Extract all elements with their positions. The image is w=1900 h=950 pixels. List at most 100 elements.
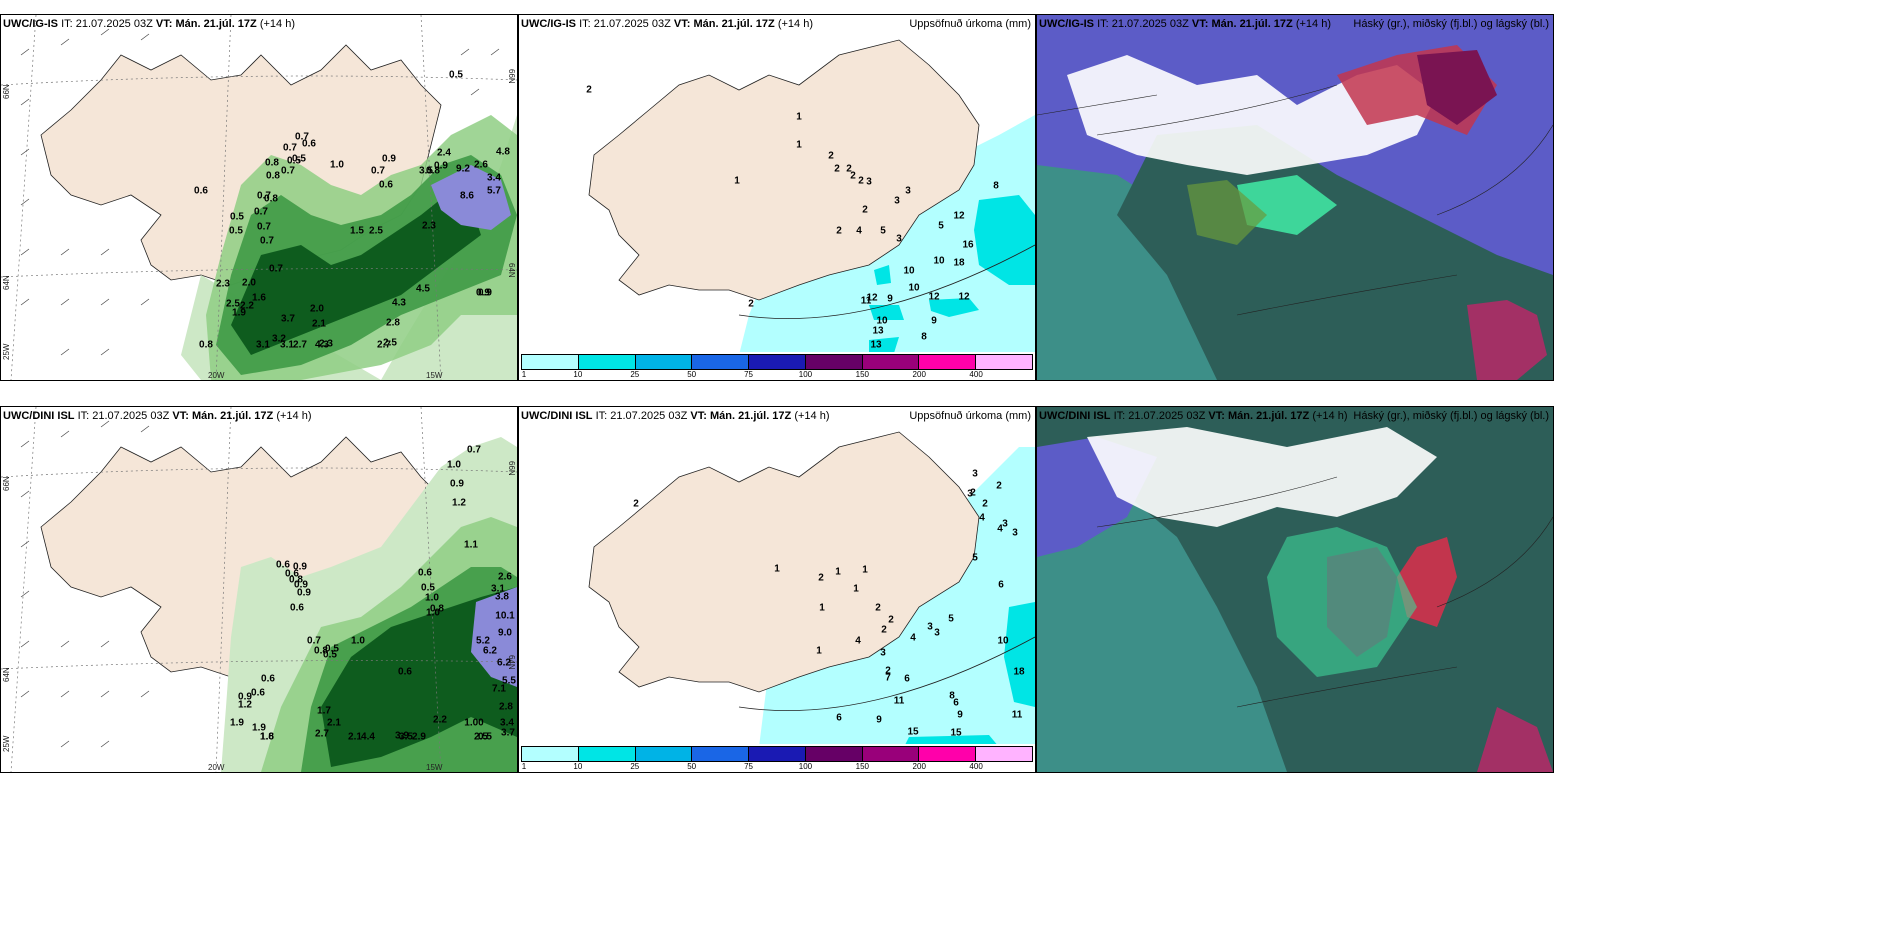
map-value-label: 2 [982, 498, 988, 510]
map-value-label: 0.8 [265, 157, 279, 169]
map-value-label: 2 [846, 163, 852, 175]
map-value-label: 0.7 [307, 635, 321, 647]
it-label: IT: [579, 18, 591, 30]
map-value-label: 3.9 [395, 730, 409, 742]
map-value-label: 3 [905, 185, 911, 197]
map-value-label: 0.7 [467, 444, 481, 456]
colorbar-cell [862, 355, 920, 369]
lon-label-20: 20W [208, 371, 225, 380]
colorbar-tick-label: 10 [573, 370, 583, 379]
map-value-label: 1.0 [330, 159, 344, 171]
map-value-label: 0.7 [295, 131, 309, 143]
map-value-label: 6 [953, 697, 959, 709]
map-value-label: 1.0 [426, 607, 440, 619]
map-value-label: 5.7 [487, 185, 501, 197]
map-value-label: 3.2 [272, 333, 286, 345]
map-value-label: 2.6 [498, 571, 512, 583]
map-value-label: 10 [876, 315, 888, 327]
it-value: 21.07.2025 03Z [92, 410, 170, 422]
map-value-label: 2.5 [226, 298, 240, 310]
map-value-label: 2 [818, 572, 824, 584]
map-value-label: 2.6 [474, 159, 488, 171]
colorbar-cell [692, 747, 750, 761]
map-value-label: 4 [997, 523, 1003, 535]
lon-label-15: 15W [426, 763, 443, 772]
map-value-label: 0.8 [426, 165, 440, 177]
map-value-label: 4.4 [361, 731, 375, 743]
map-value-label: 1.5 [350, 225, 364, 237]
colorbar-tick-label: 400 [969, 762, 983, 771]
map-value-label: 8 [993, 180, 999, 192]
map-value-label: 18 [1013, 666, 1025, 678]
map-value-label: 0.9 [293, 561, 307, 573]
map-value-label: 0.5 [292, 153, 306, 165]
precip-colorbar: 1 10 25 50 75 100 150 200 400 [519, 352, 1035, 380]
panel-top-precip: UWC/IG-IS IT: 21.07.2025 03Z VT: Mán. 21… [518, 14, 1036, 381]
panel-bottom-wind: UWC/DINI ISL IT: 21.07.2025 03Z VT: Mán.… [0, 406, 518, 773]
map-value-label: 1 [774, 563, 780, 575]
vt-value: Mán. 21.júl. 17Z [1227, 410, 1310, 422]
colorbar-tick-label: 25 [630, 370, 640, 379]
map-value-label: 0.9 [294, 579, 308, 591]
lat-label-64: 64N [2, 275, 11, 290]
map-value-label: 1 [816, 645, 822, 657]
map-value-label: 2.1 [348, 731, 362, 743]
vt-label: VT: [172, 410, 189, 422]
map-value-label: 1.8 [260, 731, 274, 743]
map-value-label: 1.7 [317, 705, 331, 717]
map-value-label: 1.0 [351, 635, 365, 647]
map-value-label: 18 [953, 257, 965, 269]
map-value-label: 0.6 [302, 138, 316, 150]
map-value-label: 3 [880, 647, 886, 659]
vt-label: VT: [155, 18, 173, 30]
map-value-label: 5 [972, 552, 978, 564]
map-value-label: 3 [972, 468, 978, 480]
map-value-label: 2 [858, 175, 864, 187]
map-value-label: 2 [828, 150, 834, 162]
map-value-label: 2 [970, 487, 976, 499]
vt-label: VT: [1191, 18, 1209, 30]
it-value: 21.07.2025 03Z [1128, 410, 1206, 422]
colorbar-cell [976, 747, 1033, 761]
map-value-label: 3 [1012, 527, 1018, 539]
map-value-label: 2.3 [319, 338, 333, 350]
map-top-cloud [1037, 15, 1553, 380]
map-value-label: 2 [885, 665, 891, 677]
vt-label: VT: [673, 18, 691, 30]
map-value-label: 9 [957, 709, 963, 721]
map-value-label: 1 [796, 111, 802, 123]
map-value-label: 16 [962, 239, 974, 251]
panel-top-cloud: UWC/IG-IS IT: 21.07.2025 03Z VT: Mán. 21… [1036, 14, 1554, 381]
map-value-label: 0.9 [476, 287, 490, 299]
model-name: UWC/DINI ISL [1039, 410, 1111, 422]
map-value-label: 2.1 [327, 717, 341, 729]
map-value-label: 5 [880, 225, 886, 237]
colorbar-cell [522, 747, 579, 761]
map-value-label: 10 [908, 282, 920, 294]
map-value-label: 15 [950, 727, 962, 739]
map-value-label: 1.1 [464, 539, 478, 551]
map-value-label: 4 [856, 225, 862, 237]
map-value-label: 5.5 [502, 675, 516, 687]
map-value-label: 1.2 [238, 699, 252, 711]
colorbar-tick-label: 200 [912, 762, 926, 771]
map-bottom-cloud [1037, 407, 1553, 772]
map-top-precip [519, 15, 1035, 380]
map-value-label: 9 [931, 315, 937, 327]
map-value-label: 0.6 [276, 559, 290, 571]
colorbar-tick-label: 25 [630, 762, 640, 771]
lat-label-66-right: 66N [507, 69, 516, 84]
map-value-label: 2.2 [433, 714, 447, 726]
map-value-label: 0.5 [325, 643, 339, 655]
lon-label-25: 25W [2, 735, 11, 752]
model-name: UWC/IG-IS [1039, 18, 1094, 30]
map-value-label: 2 [862, 204, 868, 216]
map-value-label: 1 [862, 564, 868, 576]
map-value-label: 0.8 [314, 645, 328, 657]
panel-top-wind: UWC/IG-IS IT: 21.07.2025 03Z VT: Mán. 21… [0, 14, 518, 381]
map-value-label: 12 [953, 210, 965, 222]
map-value-label: 0.5 [230, 211, 244, 223]
map-value-label: 0.6 [379, 179, 393, 191]
map-value-label: 1.2 [452, 497, 466, 509]
map-value-label: 3 [1002, 518, 1008, 530]
